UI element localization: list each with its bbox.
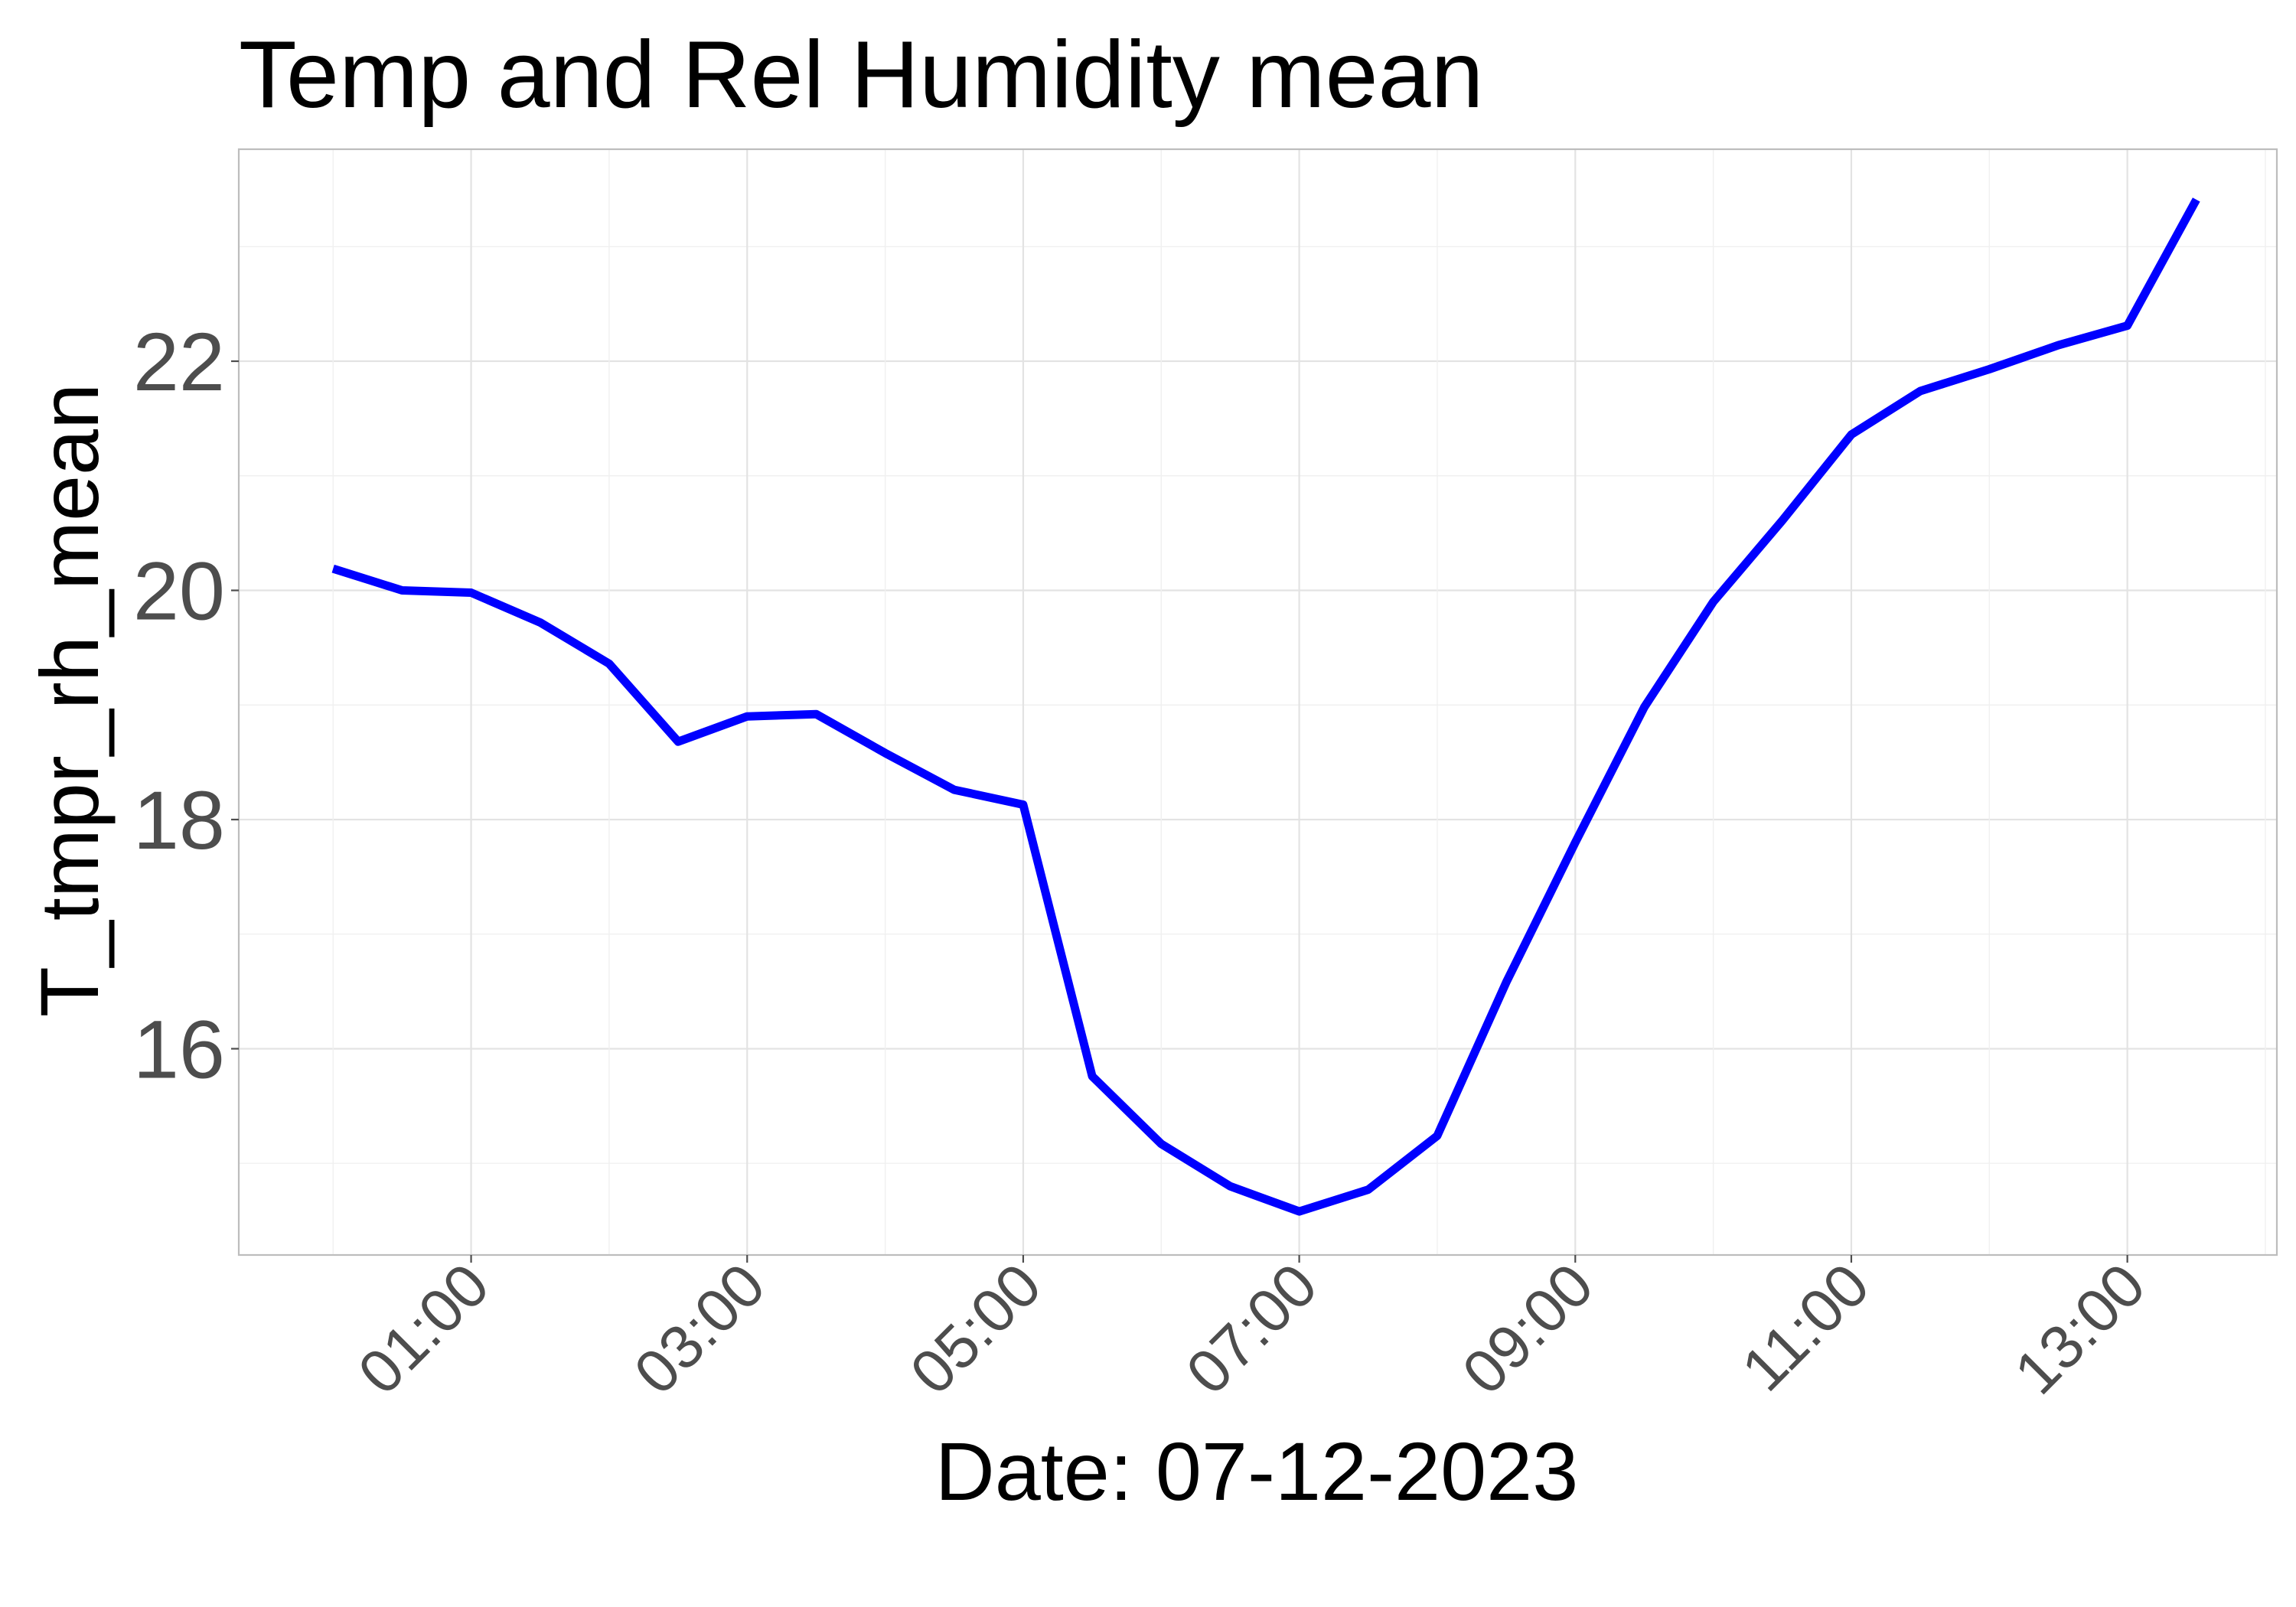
x-tick-label: 09:00 xyxy=(1450,1250,1606,1407)
y-axis-ticks: 16 18 20 22 xyxy=(133,315,239,1095)
plot-panel xyxy=(237,148,2278,1257)
grid xyxy=(239,149,2277,1255)
y-tick-label: 20 xyxy=(133,545,225,637)
x-tick-label: 05:00 xyxy=(897,1250,1053,1407)
series-group xyxy=(331,197,2200,1216)
x-tick-label: 11:00 xyxy=(1729,1250,1882,1403)
y-tick-label: 16 xyxy=(133,1002,225,1095)
chart-title: Temp and Rel Humidity mean xyxy=(239,22,1483,128)
x-tick-label: 03:00 xyxy=(621,1250,778,1407)
x-tick-label: 01:00 xyxy=(345,1250,501,1407)
x-axis-title: Date: 07-12-2023 xyxy=(935,1425,1579,1517)
y-tick-label: 22 xyxy=(133,315,225,408)
x-axis-ticks: 01:00 03:00 05:00 07:00 09:00 11:00 13:00 xyxy=(345,1250,2158,1407)
series-line-1 xyxy=(331,197,2200,1216)
x-tick-label: 07:00 xyxy=(1173,1250,1329,1407)
x-tick-label: 13:00 xyxy=(2001,1250,2157,1407)
y-tick-label: 18 xyxy=(133,774,225,866)
y-axis-title: T_tmpr_rh_mean xyxy=(23,383,116,1017)
